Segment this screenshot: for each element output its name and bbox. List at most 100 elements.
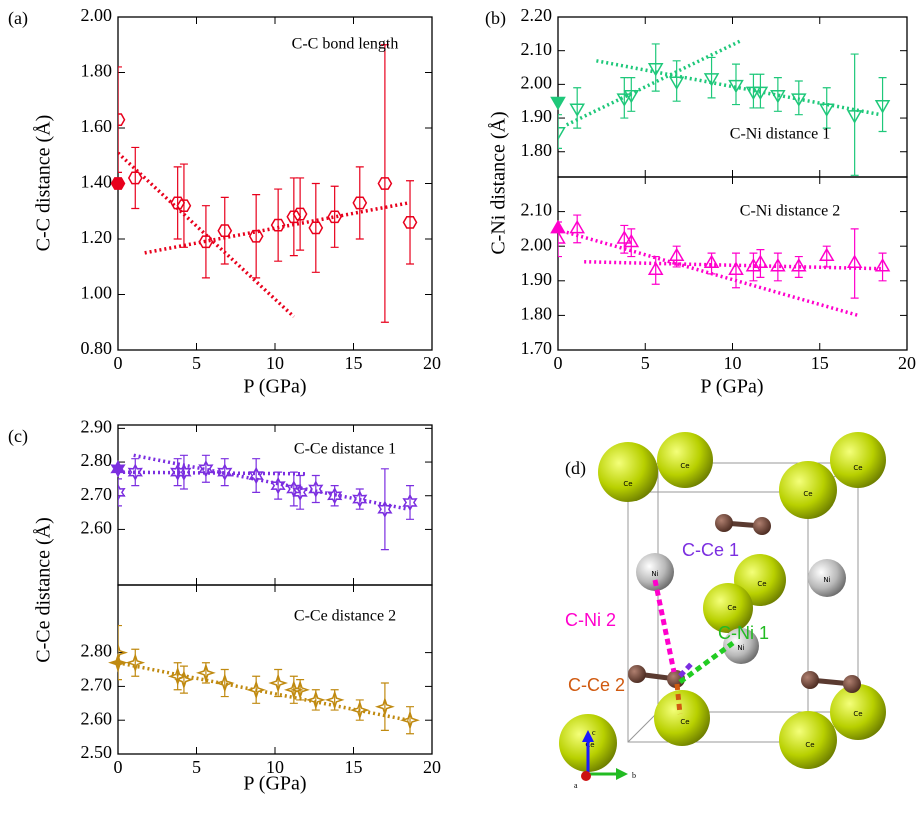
error-bar [201, 454, 210, 483]
error-bar [131, 146, 140, 210]
error-bar [773, 77, 782, 112]
error-bar [274, 471, 283, 500]
marker [703, 73, 720, 87]
error-bar [573, 87, 582, 129]
marker [305, 689, 326, 710]
y-axis-label: C-C distance (Å) [33, 115, 55, 252]
marker [790, 93, 807, 107]
y-tick-label: 1.20 [81, 227, 113, 247]
marker [167, 666, 188, 687]
error-bar [573, 214, 582, 244]
bond-label: C-Ni 1 [718, 623, 769, 643]
marker [770, 257, 786, 272]
x-tick-label: 10 [266, 353, 284, 373]
x-tick-label: 20 [423, 757, 441, 777]
marker [308, 480, 324, 498]
marker [248, 229, 264, 243]
error-bar [330, 185, 339, 248]
marker [176, 199, 192, 213]
error-bar [672, 60, 681, 102]
atom-label: Ni [651, 570, 658, 578]
atom-label: Ce [585, 741, 594, 749]
marker [198, 459, 214, 478]
chart-panel: 0.80 1.00 1.20 1.40 1.60 1.80 2.00 0 5 10 15 20 C-C … [8, 5, 441, 397]
marker [374, 696, 395, 717]
y-tick-label: 2.00 [521, 72, 553, 92]
error-bar [118, 66, 122, 173]
x-axis-label: P (GPa) [243, 376, 306, 398]
error-bar [749, 73, 758, 109]
error-bar [558, 221, 562, 258]
chart-panel: 1.80 1.90 2.00 2.10 2.20 C-Ni distance 1 (b) C-… [485, 5, 908, 255]
x-tick-label: 15 [811, 353, 829, 373]
error-bar [296, 177, 305, 251]
x-tick-label: 5 [641, 353, 650, 373]
error-bar [878, 77, 887, 133]
error-bar [201, 205, 210, 279]
marker [170, 463, 186, 481]
x-tick-label: 20 [423, 353, 441, 373]
y-tick-label: 2.80 [81, 450, 113, 470]
marker [118, 113, 126, 127]
x-tick-label: 20 [898, 353, 916, 373]
y-tick-label: 1.40 [81, 172, 113, 192]
panel-label: (c) [8, 426, 28, 447]
atom-label: Ce [757, 580, 766, 588]
atom-label: Ce [727, 604, 736, 612]
y-tick-label: 2.10 [521, 200, 553, 220]
marker [270, 476, 286, 495]
y-tick-label: 1.80 [81, 61, 113, 81]
error-bar [380, 468, 389, 551]
atom-label: Ce [680, 462, 689, 470]
error-bar [118, 624, 122, 681]
error-bar [406, 180, 415, 265]
marker [118, 642, 128, 663]
fit-line [118, 470, 307, 476]
atom-label: Ce [853, 710, 862, 718]
annotation: C-Ni distance 2 [740, 203, 840, 220]
chart-panel: 2.60 2.70 2.80 2.90 C-Ce distance 1 (c) C-Ce d… [8, 416, 433, 663]
marker [127, 463, 143, 481]
x-tick-label: 0 [114, 353, 123, 373]
marker [324, 689, 345, 710]
y-tick-label: 2.50 [81, 742, 113, 762]
y-tick-label: 2.60 [81, 708, 113, 728]
marker [349, 700, 370, 720]
error-bar [773, 252, 782, 282]
plot-area [118, 453, 418, 551]
marker [846, 110, 863, 124]
error-bar [878, 252, 887, 282]
marker [569, 103, 586, 117]
x-tick-label: 0 [114, 757, 123, 777]
error-bar [311, 182, 320, 273]
axis-label: b [632, 771, 636, 780]
marker [195, 663, 216, 683]
marker [752, 86, 769, 101]
highlight-marker [108, 652, 128, 673]
marker [377, 500, 393, 519]
marker [402, 215, 418, 229]
error-bar [311, 474, 320, 504]
bond-label: C-Ce 1 [682, 540, 739, 560]
error-bar [651, 43, 660, 92]
y-tick-label: 2.10 [521, 39, 553, 59]
marker [668, 247, 685, 262]
marker [623, 233, 640, 248]
annotation: C-Ni distance 1 [730, 126, 830, 143]
axis-triad: c b a [574, 728, 636, 790]
error-bar [756, 73, 765, 109]
marker [246, 679, 266, 700]
y-tick-label: 2.00 [521, 234, 553, 254]
marker [217, 224, 233, 238]
x-tick-label: 10 [724, 353, 742, 373]
error-bar [252, 458, 261, 493]
marker [292, 207, 308, 221]
y-axis-label: C-Ni distance (Å) [488, 111, 510, 254]
error-bar [380, 682, 389, 731]
y-tick-label: 1.80 [521, 304, 553, 324]
marker [170, 196, 186, 210]
marker [327, 486, 343, 505]
marker [647, 261, 664, 275]
error-bar [707, 56, 716, 99]
plot-area [118, 44, 418, 323]
